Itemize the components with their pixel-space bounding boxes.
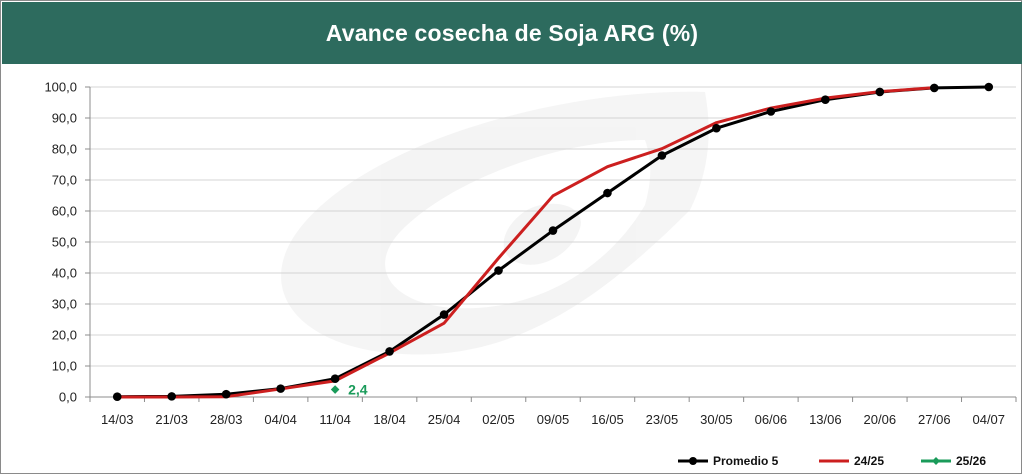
y-tick-label: 60,0 bbox=[52, 204, 77, 219]
data-point bbox=[821, 95, 830, 105]
data-point bbox=[657, 151, 667, 160]
x-tick-label: 16/05 bbox=[591, 412, 624, 427]
y-tick-label: 30,0 bbox=[52, 297, 77, 312]
y-tick-label: 0,0 bbox=[59, 390, 77, 405]
x-tick-label: 21/03 bbox=[155, 412, 188, 427]
data-point bbox=[330, 374, 340, 384]
y-tick-label: 40,0 bbox=[52, 266, 77, 281]
data-label: 2,4 bbox=[348, 382, 368, 398]
data-point bbox=[929, 83, 939, 93]
x-tick-label: 14/03 bbox=[101, 412, 134, 427]
chart-title: Avance cosecha de Soja ARG (%) bbox=[325, 19, 699, 46]
axes: 0,0 10,0 20,0 30,0 40,0 50,0 60,0 70,0 80,0 90,0 1… bbox=[44, 80, 1017, 427]
legend: Promedio 5 24/25 25/26 bbox=[678, 454, 986, 468]
x-tick-label: 06/06 bbox=[755, 412, 788, 427]
legend-marker bbox=[689, 457, 697, 465]
x-tick-label: 27/06 bbox=[918, 412, 951, 427]
x-tick-label: 18/04 bbox=[373, 412, 406, 427]
legend-label: Promedio 5 bbox=[713, 454, 779, 468]
x-tick-label: 02/05 bbox=[482, 412, 515, 427]
data-point bbox=[276, 384, 285, 393]
y-tick-label: 90,0 bbox=[52, 111, 77, 126]
data-point bbox=[439, 310, 449, 319]
x-tick-label: 04/04 bbox=[264, 412, 297, 427]
series-layer: 2,4 bbox=[112, 82, 994, 401]
data-point bbox=[494, 266, 503, 275]
x-tick-label: 23/05 bbox=[646, 412, 679, 427]
y-tick-label: 80,0 bbox=[52, 142, 77, 157]
legend-label: 25/26 bbox=[956, 454, 986, 468]
x-tick-label: 25/04 bbox=[428, 412, 461, 427]
x-tick-label: 13/06 bbox=[809, 412, 842, 427]
legend-marker bbox=[932, 457, 940, 465]
data-point bbox=[330, 385, 340, 394]
data-point bbox=[603, 188, 612, 198]
data-point bbox=[548, 226, 558, 235]
series-line-1 bbox=[115, 86, 936, 399]
chart-title-bar: Avance cosecha de Soja ARG (%) bbox=[2, 2, 1022, 64]
x-tick-label: 04/07 bbox=[972, 412, 1005, 427]
data-point bbox=[766, 107, 776, 116]
x-tick-label: 28/03 bbox=[210, 412, 243, 427]
x-tick-label: 30/05 bbox=[700, 412, 733, 427]
y-tick-label: 10,0 bbox=[52, 359, 77, 374]
data-point bbox=[167, 392, 177, 401]
data-point bbox=[875, 87, 885, 97]
x-tick-label: 20/06 bbox=[864, 412, 897, 427]
x-tick-label: 09/05 bbox=[537, 412, 570, 427]
data-point bbox=[112, 392, 122, 401]
gridlines bbox=[90, 86, 1016, 367]
y-tick-label: 20,0 bbox=[52, 328, 77, 343]
y-tick-label: 100,0 bbox=[44, 80, 77, 95]
legend-label: 24/25 bbox=[854, 454, 884, 468]
data-point bbox=[712, 123, 721, 133]
y-tick-label: 70,0 bbox=[52, 173, 77, 188]
data-point bbox=[385, 347, 394, 356]
x-tick-label: 11/04 bbox=[319, 412, 351, 427]
data-point bbox=[221, 389, 231, 399]
watermark-logo bbox=[281, 91, 709, 355]
y-tick-label: 50,0 bbox=[52, 235, 77, 250]
data-point bbox=[984, 82, 994, 92]
